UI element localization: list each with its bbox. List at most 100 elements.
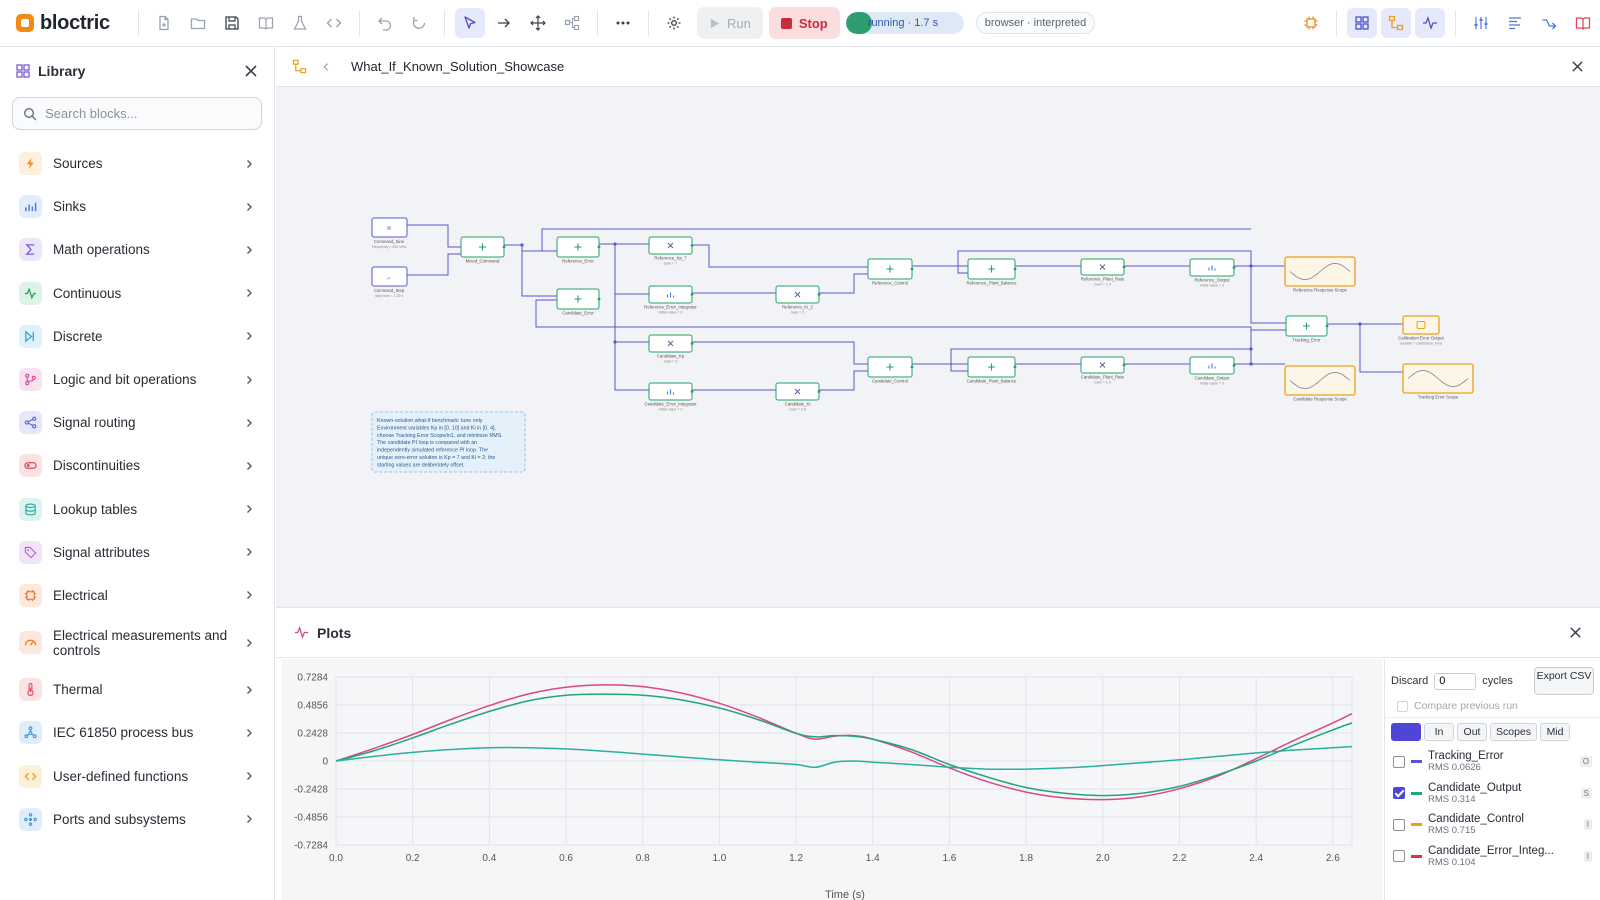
library-category-user-defined-functions[interactable]: User-defined functions	[0, 754, 274, 797]
block-candidate-response-scope[interactable]: Candidate Response Scope	[1284, 365, 1356, 402]
library-category-sources[interactable]: Sources	[0, 142, 274, 185]
chevron-left-icon[interactable]	[321, 62, 331, 72]
output-port[interactable]	[690, 293, 694, 296]
annotation-note[interactable]: Known-solution what-if benchmark: tune o…	[371, 411, 526, 473]
block-command-step[interactable]: ⌐ Command_Step Step time = 1.25 s	[371, 266, 408, 298]
select-tool-button[interactable]	[455, 8, 485, 38]
library-category-signal-attributes[interactable]: Signal attributes	[0, 531, 274, 574]
auto-layout-button[interactable]	[557, 8, 587, 38]
block-mixed-command[interactable]: Mixed_Command	[460, 236, 506, 264]
library-category-logic-and-bit-operations[interactable]: Logic and bit operations	[0, 358, 274, 401]
block-reference-response-scope[interactable]: Reference Response Scope	[1284, 256, 1356, 293]
search-input[interactable]	[45, 106, 245, 121]
library-category-discontinuities[interactable]: Discontinuities	[0, 444, 274, 487]
signal-row-candidate-output[interactable]: Candidate_Output RMS 0.314 S	[1385, 778, 1600, 810]
block-tracking-error[interactable]: Tracking_Error	[1285, 315, 1329, 343]
output-port[interactable]	[690, 390, 694, 393]
signal-chart[interactable]: 0.7284 0.4856 0.2428 0 -0.2428 -0.4856 -0.7284…	[282, 659, 1382, 900]
more-button[interactable]	[608, 8, 638, 38]
output-port[interactable]	[910, 267, 914, 271]
library-category-lookup-tables[interactable]: Lookup tables	[0, 488, 274, 531]
output-port[interactable]	[1013, 365, 1017, 369]
output-port[interactable]	[1013, 267, 1017, 271]
export-csv-button[interactable]: Export CSV	[1534, 667, 1594, 695]
save-button[interactable]	[217, 8, 247, 38]
connect-tool-button[interactable]	[489, 8, 519, 38]
hardware-button[interactable]	[1296, 8, 1326, 38]
help-book-button[interactable]	[1568, 8, 1598, 38]
parameters-button[interactable]	[1466, 8, 1496, 38]
hierarchy-icon[interactable]	[292, 59, 307, 74]
library-category-thermal[interactable]: Thermal	[0, 668, 274, 711]
block-reference-control[interactable]: Reference_Control	[867, 258, 914, 286]
close-icon[interactable]	[244, 64, 258, 78]
output-port[interactable]	[1122, 363, 1126, 367]
close-icon[interactable]	[1569, 626, 1582, 639]
signal-checkbox[interactable]	[1393, 818, 1405, 831]
signal-row-tracking-error[interactable]: Tracking_Error RMS 0.0626 O	[1385, 746, 1600, 778]
signal-checkbox[interactable]	[1393, 755, 1405, 768]
discard-cycles-input[interactable]	[1434, 672, 1477, 690]
output-port[interactable]	[690, 244, 694, 247]
signal-checkbox[interactable]	[1393, 787, 1405, 800]
library-panel-toggle[interactable]	[1347, 8, 1377, 38]
settings-button[interactable]	[659, 8, 689, 38]
output-port[interactable]	[817, 390, 821, 393]
signal-checkbox[interactable]	[1393, 850, 1405, 863]
open-folder-button[interactable]	[183, 8, 213, 38]
block-candidate-control[interactable]: Candidate_Control	[867, 356, 914, 384]
compare-checkbox[interactable]	[1397, 700, 1408, 712]
library-category-ports-and-subsystems[interactable]: Ports and subsystems	[0, 798, 274, 841]
close-icon[interactable]	[1571, 60, 1584, 73]
code-view-button[interactable]	[319, 8, 349, 38]
library-category-signal-routing[interactable]: Signal routing	[0, 401, 274, 444]
library-category-continuous[interactable]: Continuous	[0, 272, 274, 315]
pan-tool-button[interactable]	[523, 8, 553, 38]
library-category-sinks[interactable]: Sinks	[0, 185, 274, 228]
signal-row-candidate-control[interactable]: Candidate_Control RMS 0.715 I	[1385, 809, 1600, 841]
compare-previous-run[interactable]: Compare previous run	[1385, 695, 1600, 717]
block-candidate-error[interactable]: Candidate_Error	[556, 288, 601, 316]
output-port[interactable]	[817, 293, 821, 296]
output-port[interactable]	[1232, 266, 1236, 269]
output-port[interactable]	[1232, 364, 1236, 367]
block-diagram-canvas[interactable]: ≋ Command_Sine Frequency = 300 mHz ⌐ Com…	[276, 87, 1600, 607]
output-port[interactable]	[690, 342, 694, 345]
align-button[interactable]	[1500, 8, 1530, 38]
signal-row-candidate-error-integ[interactable]: Candidate_Error_Integ... RMS 0.104 I	[1385, 841, 1600, 873]
library-category-iec-61850-process-bus[interactable]: IEC 61850 process bus	[0, 711, 274, 754]
block-command-sine[interactable]: ≋ Command_Sine Frequency = 300 mHz	[371, 217, 408, 249]
hierarchy-panel-toggle[interactable]	[1381, 8, 1411, 38]
run-button[interactable]: Run	[697, 7, 763, 39]
experiment-button[interactable]	[285, 8, 315, 38]
filter-tab-scopes[interactable]: Scopes	[1490, 723, 1538, 741]
block-tracking-error-scope[interactable]: Tracking Error Scope	[1402, 363, 1474, 400]
filter-tab-all[interactable]: All	[1391, 723, 1421, 741]
library-category-discrete[interactable]: Discrete	[0, 315, 274, 358]
route-button[interactable]	[1534, 8, 1564, 38]
plots-panel-toggle[interactable]	[1415, 8, 1445, 38]
library-category-math-operations[interactable]: Math operations	[0, 228, 274, 271]
library-category-electrical-measurements-and-controls[interactable]: Electrical measurements and controls	[0, 617, 274, 668]
redo-button[interactable]	[404, 8, 434, 38]
undo-button[interactable]	[370, 8, 400, 38]
output-port[interactable]	[597, 245, 601, 249]
output-port[interactable]	[1325, 324, 1329, 328]
block-candidate-plant-balance[interactable]: Candidate_Plant_Balance	[967, 356, 1017, 384]
output-port[interactable]	[910, 365, 914, 369]
block-reference-error[interactable]: Reference_Error	[556, 236, 601, 264]
output-port[interactable]	[597, 297, 601, 301]
block-reference-plant-balance[interactable]: Reference_Plant_Balance	[967, 258, 1018, 286]
stop-button[interactable]: Stop	[768, 7, 840, 39]
